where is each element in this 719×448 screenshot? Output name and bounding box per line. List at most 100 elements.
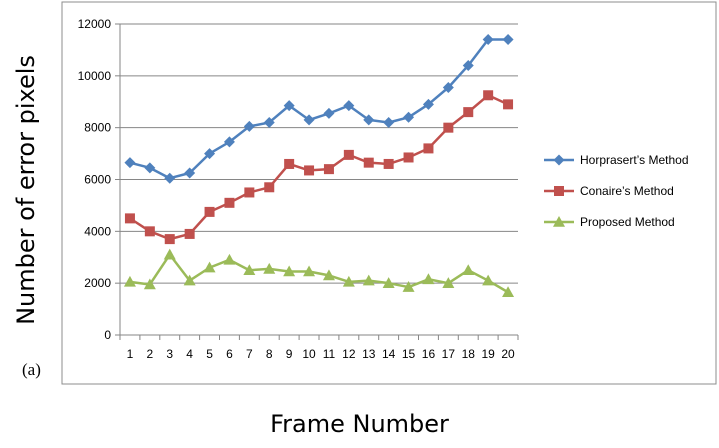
data-point: [403, 111, 415, 123]
data-point: [184, 167, 196, 179]
data-point: [143, 278, 156, 290]
y-tick-label: 0: [104, 328, 111, 342]
y-tick-label: 6000: [84, 173, 111, 187]
series-3: [123, 248, 515, 298]
data-point: [462, 59, 474, 71]
data-point: [382, 277, 395, 288]
data-point: [422, 273, 435, 285]
data-point: [284, 158, 295, 169]
data-point: [223, 136, 235, 148]
data-point: [502, 34, 514, 46]
data-point: [183, 274, 196, 286]
x-tick-label: 1: [127, 347, 134, 361]
legend-item-2: Conaire’s Method: [544, 184, 674, 198]
data-point: [163, 248, 176, 260]
y-axis-title: Number of error pixels: [12, 55, 40, 325]
x-tick-label: 19: [481, 347, 495, 361]
data-point: [283, 100, 295, 112]
data-point: [303, 265, 316, 277]
x-tick-label: 6: [226, 347, 233, 361]
data-point: [264, 182, 275, 193]
series-layer: [123, 34, 515, 298]
data-point: [204, 206, 215, 217]
data-point: [442, 277, 455, 288]
data-point: [343, 100, 355, 112]
data-point: [124, 157, 136, 169]
panel-label: (a): [22, 360, 41, 379]
data-point: [343, 149, 354, 160]
y-tick-label: 8000: [84, 121, 111, 135]
data-point: [402, 281, 415, 292]
data-point: [442, 81, 454, 93]
data-point: [342, 275, 355, 287]
x-tick-label: 18: [462, 347, 476, 361]
series-line: [129, 38, 509, 180]
series-1: [124, 34, 514, 184]
x-tick-label: 20: [501, 347, 515, 361]
x-tick-label: 2: [147, 347, 154, 361]
data-point: [203, 261, 216, 273]
data-point: [383, 158, 394, 169]
data-point: [503, 99, 514, 110]
x-tick-label: 4: [186, 347, 193, 361]
data-point: [502, 286, 515, 298]
data-point: [263, 116, 275, 128]
data-point: [323, 107, 335, 119]
data-point: [462, 264, 475, 276]
data-point: [323, 164, 334, 175]
x-tick-label: 11: [323, 347, 336, 361]
x-tick-label: 3: [166, 347, 173, 361]
legend-item-3: Proposed Method: [544, 215, 675, 229]
data-point: [164, 234, 175, 245]
data-point: [403, 152, 414, 163]
data-point: [423, 143, 434, 154]
series-line: [129, 253, 509, 294]
data-point: [164, 172, 176, 184]
legend-label: Proposed Method: [580, 215, 675, 229]
legend-item-1: Horprasert’s Method: [544, 153, 689, 167]
data-point: [224, 197, 235, 208]
legend-label: Conaire’s Method: [580, 184, 674, 198]
y-tick-label: 10000: [78, 69, 112, 83]
x-tick-label: 16: [422, 347, 436, 361]
data-point: [144, 162, 156, 174]
x-tick-label: 9: [286, 347, 293, 361]
data-point: [243, 264, 256, 276]
data-point: [422, 98, 434, 110]
chart-area-border: [61, 1, 717, 385]
data-point: [243, 120, 255, 132]
x-tick-label: 13: [362, 347, 376, 361]
series-2: [124, 90, 514, 245]
data-point: [362, 274, 375, 286]
data-point: [144, 226, 155, 237]
legend: Horprasert’s Method Conaire’s Method Propo…: [544, 153, 689, 229]
x-tick-label: 15: [402, 347, 416, 361]
x-tick-label: 14: [382, 347, 396, 361]
data-point: [244, 187, 255, 198]
data-point: [123, 275, 136, 287]
data-point: [304, 165, 315, 176]
x-tick-label: 17: [442, 347, 456, 361]
legend-swatch-marker: [553, 154, 565, 166]
y-axis-title-box: Number of error pixels: [6, 40, 46, 340]
x-axis-title: Frame Number: [270, 410, 449, 438]
data-point: [322, 269, 335, 281]
x-tick-label: 5: [206, 347, 213, 361]
data-point: [482, 34, 494, 46]
data-point: [204, 148, 216, 160]
data-point: [124, 213, 135, 224]
data-point: [223, 253, 236, 265]
data-point: [363, 157, 374, 168]
legend-swatch-marker: [553, 216, 565, 227]
data-point: [463, 107, 474, 118]
x-tick-label: 10: [302, 347, 316, 361]
data-point: [303, 114, 315, 126]
data-point: [443, 122, 454, 133]
data-point: [184, 228, 195, 239]
legend-label: Horprasert’s Method: [580, 153, 689, 167]
data-point: [383, 116, 395, 128]
y-tick-label: 2000: [84, 276, 111, 290]
